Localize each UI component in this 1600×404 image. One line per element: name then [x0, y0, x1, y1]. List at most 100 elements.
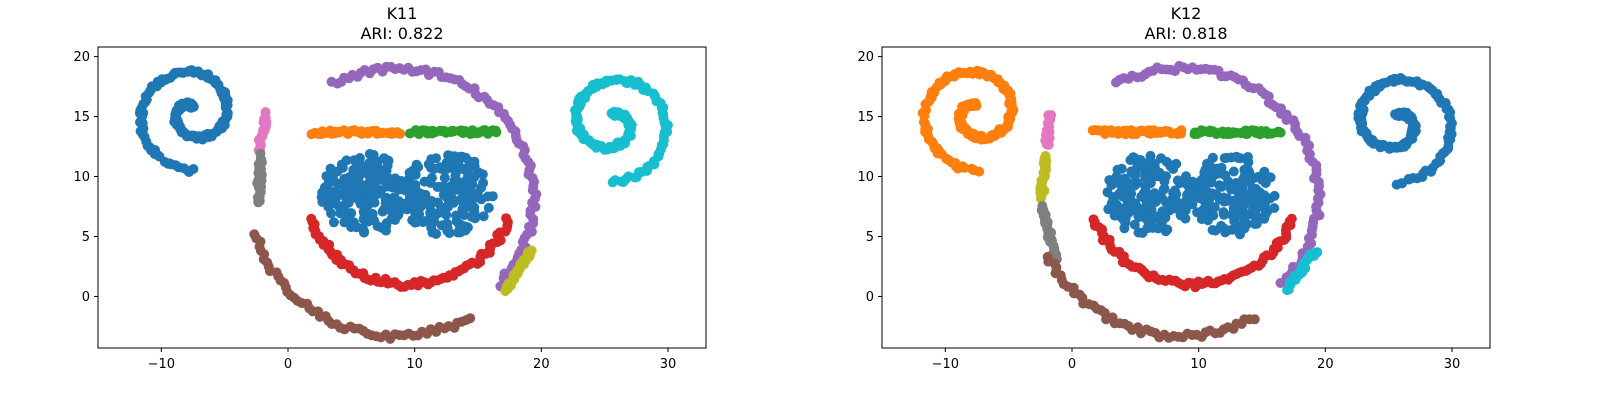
- cluster-blue: [1181, 151, 1280, 240]
- scatter-point: [607, 177, 618, 188]
- scatter-point: [1203, 215, 1213, 226]
- scatter-point: [477, 169, 488, 180]
- cluster-brown: [249, 229, 476, 344]
- scatter-point: [1194, 177, 1205, 188]
- x-tick-label: 0: [1068, 357, 1076, 372]
- scatter-point: [1219, 153, 1230, 164]
- plot-area: −10 0 10 20 30 0 5 10 15 20: [857, 46, 1491, 372]
- scatter-point: [465, 313, 476, 324]
- cluster-blue: [134, 65, 233, 177]
- scatter-point: [1216, 181, 1227, 192]
- scatter-point: [423, 159, 434, 170]
- scatter-point: [380, 194, 391, 205]
- scatter-point: [1175, 178, 1185, 189]
- scatter-point: [1207, 225, 1218, 235]
- y-tick-label: 0: [866, 290, 874, 305]
- scatter-point: [426, 172, 437, 183]
- cluster-olive: [500, 245, 537, 297]
- scatter-point: [1176, 125, 1187, 136]
- scatter-point: [362, 186, 373, 196]
- y-tick-label: 10: [857, 170, 874, 185]
- cluster-green: [1189, 125, 1286, 140]
- cluster-orange: [306, 125, 406, 140]
- scatter-point: [411, 217, 422, 228]
- scatter-point: [1214, 194, 1225, 205]
- y-tick-label: 15: [857, 110, 874, 125]
- scatter-point: [1177, 206, 1188, 217]
- scatter-point: [1142, 223, 1153, 234]
- cluster-gray: [1036, 201, 1062, 266]
- scatter-point: [1165, 161, 1176, 172]
- scatter-point: [1130, 198, 1141, 209]
- scatter-point: [439, 172, 450, 183]
- scatter-point: [1192, 207, 1203, 218]
- y-tick-label: 20: [857, 50, 874, 65]
- scatter-point: [1202, 187, 1213, 198]
- scatter-point: [464, 156, 475, 167]
- scatter-point: [1211, 168, 1221, 179]
- scatter-point: [1189, 192, 1200, 203]
- scatter-point: [1250, 219, 1260, 230]
- cluster-red: [306, 213, 513, 292]
- scatter-point: [1128, 152, 1139, 163]
- scatter-point: [1125, 179, 1136, 189]
- scatter-point: [336, 159, 347, 170]
- scatter-point: [441, 190, 452, 201]
- scatter-point: [460, 185, 471, 196]
- scatter-point: [407, 197, 418, 208]
- cluster-purple: [1111, 60, 1326, 288]
- x-tick-label: 10: [406, 357, 423, 372]
- scatter-point: [1259, 213, 1270, 224]
- scatter-point: [1118, 214, 1129, 225]
- y-tick-label: 5: [82, 230, 90, 245]
- scatter-point: [364, 149, 375, 159]
- scatter-point: [1158, 184, 1169, 195]
- scatter-point: [1250, 205, 1261, 216]
- scatter-point: [1239, 211, 1250, 222]
- scatter-point: [455, 219, 466, 230]
- scatter-point: [483, 202, 494, 213]
- y-tick-label: 10: [73, 170, 90, 185]
- scatter-point: [501, 213, 512, 224]
- scatter-points: [917, 60, 1457, 343]
- cluster-orange: [1087, 125, 1187, 140]
- scatter-point: [1231, 151, 1242, 162]
- scatter-point: [328, 193, 339, 203]
- x-tick-label: 30: [1444, 357, 1461, 372]
- scatter-point: [1269, 190, 1280, 201]
- scatter-point: [491, 127, 502, 138]
- scatter-point: [1253, 171, 1264, 182]
- scatter-point: [418, 198, 429, 209]
- x-tick-label: −10: [148, 357, 175, 372]
- scatter-point: [359, 227, 369, 238]
- chart-subtitle: ARI: 0.822: [360, 24, 443, 43]
- scatter-point: [1160, 226, 1171, 237]
- chart-panel-k11: K11 ARI: 0.822 −10 0 10 20 30 0 5 10 15 20: [73, 4, 707, 372]
- scatter-point: [395, 128, 406, 139]
- x-tick-label: 20: [1317, 357, 1334, 372]
- scatter-point: [456, 177, 467, 188]
- scatter-point: [1157, 193, 1168, 204]
- scatter-point: [1265, 172, 1276, 183]
- scatter-point: [1149, 188, 1160, 199]
- scatter-point: [1240, 169, 1250, 180]
- scatter-point: [326, 208, 337, 219]
- scatter-point: [1286, 213, 1297, 224]
- scatter-point: [400, 203, 410, 214]
- y-tick-label: 20: [73, 50, 90, 65]
- chart-title: K11: [387, 4, 418, 23]
- cluster-pink: [1040, 110, 1057, 150]
- x-tick-label: 20: [533, 357, 550, 372]
- scatter-point: [1169, 203, 1180, 214]
- plot-frame: [97, 46, 707, 349]
- scatter-point: [1137, 162, 1148, 173]
- scatter-point: [364, 168, 375, 179]
- x-tick-label: −10: [932, 357, 959, 372]
- scatter-point: [353, 194, 364, 205]
- scatter-point: [386, 213, 397, 224]
- cluster-orange: [917, 65, 1019, 177]
- scatter-point: [1141, 204, 1152, 214]
- scatter-point: [444, 150, 455, 161]
- scatter-point: [1226, 181, 1237, 192]
- scatter-point: [455, 151, 466, 162]
